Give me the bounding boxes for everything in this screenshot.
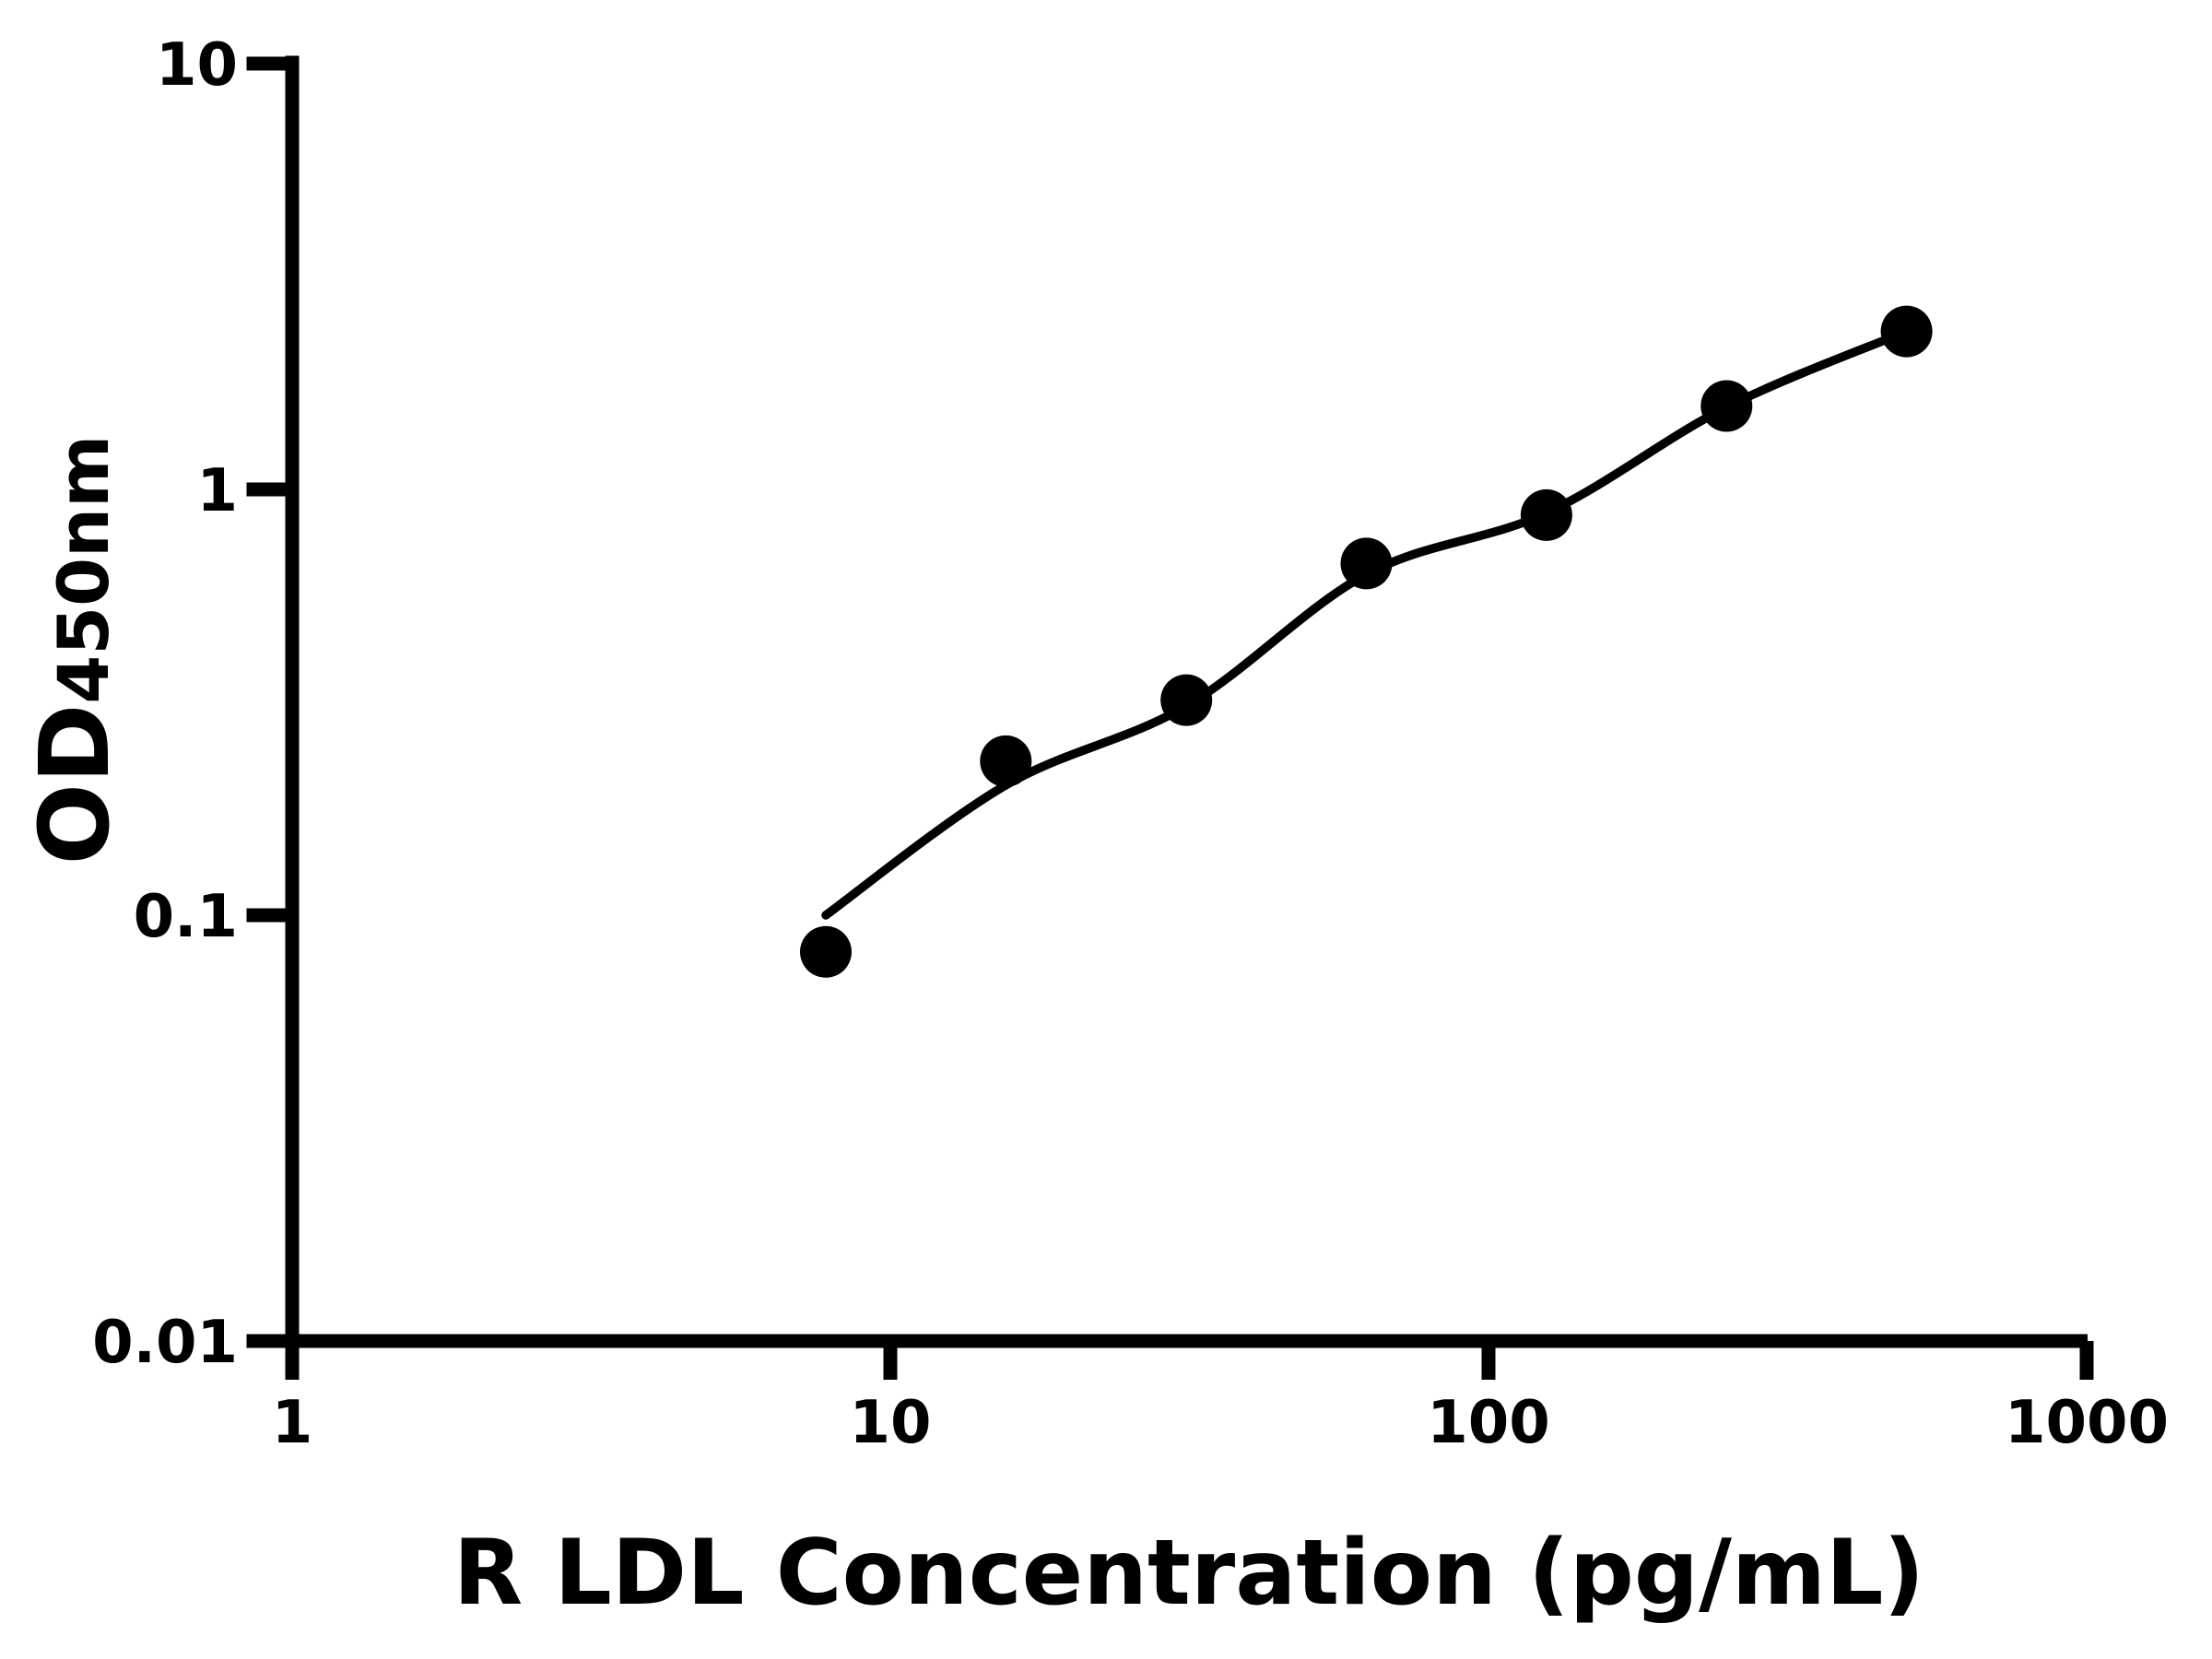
y-tick-label: 0.1 bbox=[134, 883, 238, 951]
data-point bbox=[1700, 380, 1753, 432]
data-point bbox=[1880, 305, 1933, 358]
data-point bbox=[1340, 537, 1393, 590]
y-axis-title: OD450nm bbox=[18, 435, 131, 865]
x-axis-title: R LDL Concentration (pg/mL) bbox=[453, 1521, 1924, 1626]
data-point bbox=[1520, 488, 1572, 541]
data-point bbox=[980, 735, 1032, 787]
y-axis-ticks bbox=[246, 56, 292, 1348]
y-axis-title-subscript: 450nm bbox=[42, 435, 124, 704]
y-axis-tick-labels: 10 1 0.1 0.01 bbox=[92, 31, 238, 1377]
x-tick-label: 10 bbox=[849, 1389, 931, 1457]
x-axis-ticks bbox=[285, 1341, 2094, 1380]
y-axis-title-main: OD bbox=[18, 704, 131, 865]
data-points-layer bbox=[800, 305, 1933, 978]
x-tick-label: 1 bbox=[272, 1389, 313, 1457]
x-tick-label: 100 bbox=[1427, 1389, 1550, 1457]
data-point bbox=[800, 925, 852, 978]
y-tick-label: 0.01 bbox=[92, 1309, 238, 1377]
x-axis-tick-labels: 1 10 100 1000 bbox=[272, 1389, 2169, 1457]
data-point bbox=[1160, 674, 1213, 726]
x-tick-label: 1000 bbox=[2005, 1389, 2169, 1457]
y-tick-label: 1 bbox=[196, 457, 238, 525]
y-tick-label: 10 bbox=[156, 31, 238, 100]
